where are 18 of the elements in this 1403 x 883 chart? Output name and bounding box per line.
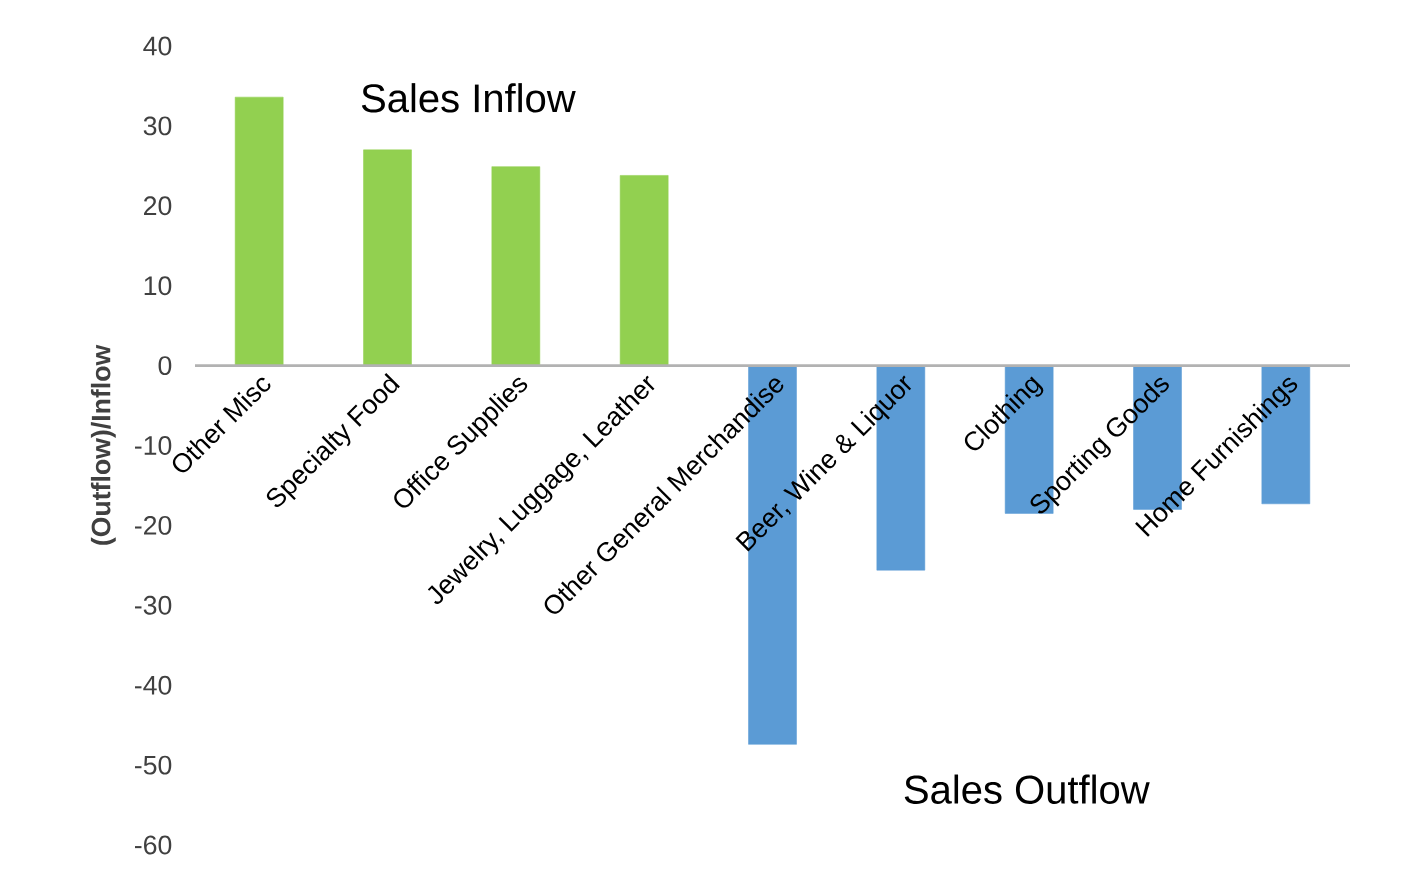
y-tick-label: 30: [143, 116, 172, 136]
annotation: Sales Inflow: [361, 83, 576, 113]
y-tick-label: 0: [158, 356, 172, 376]
y-tick-label: 20: [144, 196, 172, 216]
bar: [234, 96, 284, 366]
y-tick-label: -30: [134, 595, 172, 615]
y-tick-label: -50: [134, 755, 172, 775]
y-tick-label: 40: [143, 36, 172, 56]
y-tick-label: 10: [144, 276, 172, 296]
bar: [619, 175, 669, 366]
y-axis-title: (Outflow)/Inflow: [90, 344, 116, 545]
y-tick-label: -10: [134, 436, 172, 455]
y-tick-label: -40: [134, 675, 172, 695]
bar: [363, 149, 412, 366]
annotation: Sales Outflow: [904, 774, 1150, 804]
y-tick-label: -20: [134, 515, 172, 535]
bar: [491, 166, 541, 366]
y-tick-label: -60: [134, 835, 172, 855]
